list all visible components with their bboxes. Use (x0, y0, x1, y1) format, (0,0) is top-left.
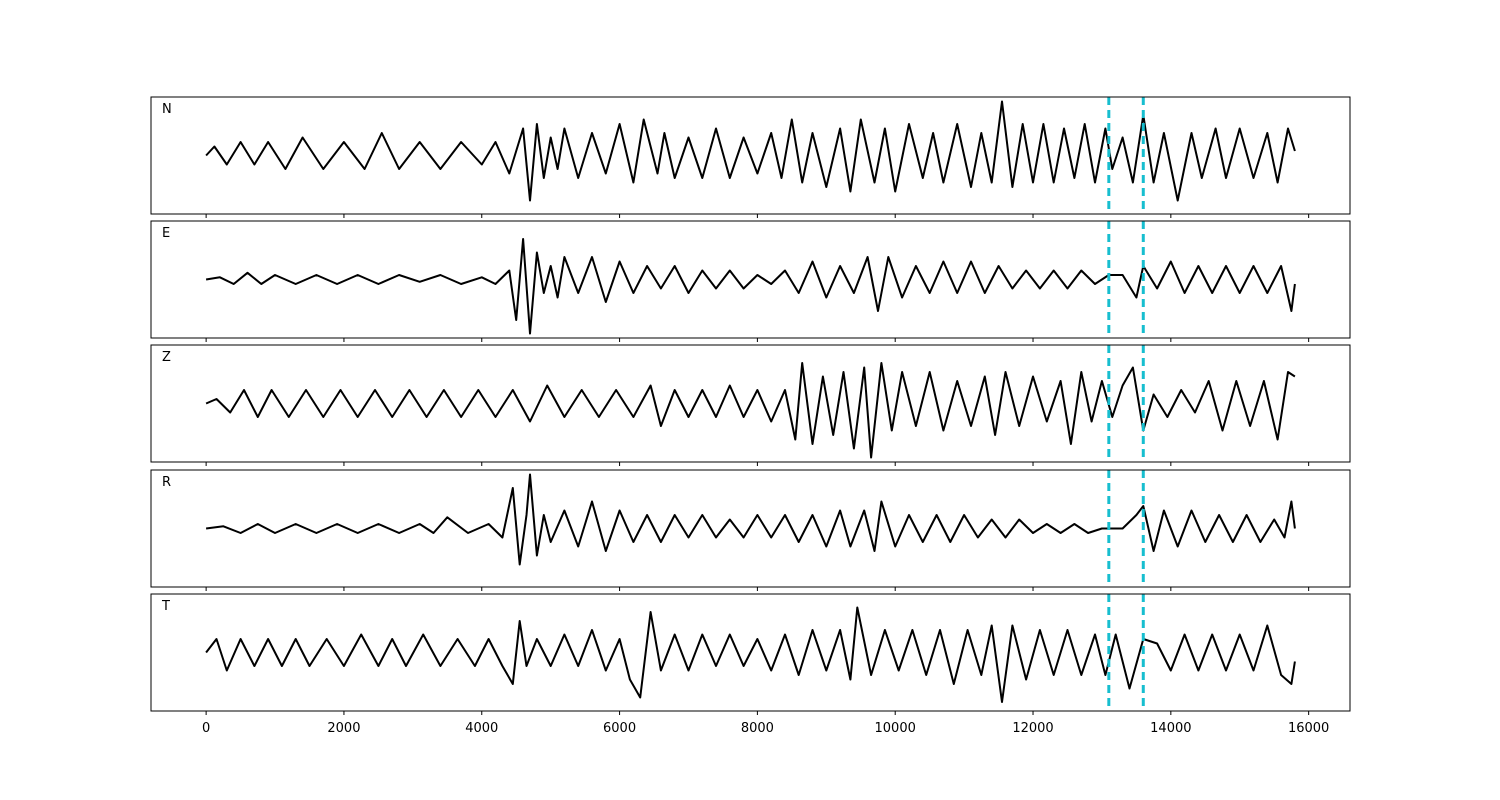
panel-t: T (150, 593, 1351, 715)
x-tick-label: 4000 (465, 721, 498, 736)
x-tick-label: 12000 (1012, 721, 1053, 736)
panel-frame (150, 220, 1351, 339)
trace-n (205, 100, 1296, 202)
x-tick-label: 10000 (875, 721, 916, 736)
x-tick-label: 14000 (1150, 721, 1191, 736)
trace-r (205, 473, 1296, 566)
panel-z: Z (150, 344, 1351, 466)
x-tick-label: 8000 (741, 721, 774, 736)
panel-frame (150, 96, 1351, 215)
panels-group: N E Z R T (150, 96, 1351, 715)
panel-label-z: Z (162, 350, 171, 365)
x-axis: 0 2000 4000 6000 8000 10000 12000 14000 16000 (202, 721, 1329, 736)
panel-r: R (150, 469, 1351, 591)
panel-label-n: N (162, 102, 172, 117)
x-tick-label: 16000 (1288, 721, 1329, 736)
x-tick-label: 2000 (327, 721, 360, 736)
panel-label-r: R (162, 475, 171, 490)
panel-frame (150, 593, 1351, 712)
trace-t (205, 606, 1296, 703)
panel-e: E (150, 220, 1351, 342)
panel-frame (150, 469, 1351, 588)
x-tick-label: 0 (202, 721, 210, 736)
panel-label-t: T (161, 599, 170, 614)
panel-n: N (150, 96, 1351, 218)
trace-z (205, 362, 1296, 459)
panel-label-e: E (162, 226, 170, 241)
trace-e (205, 238, 1296, 335)
panel-frame (150, 344, 1351, 463)
x-tick-label: 6000 (603, 721, 636, 736)
